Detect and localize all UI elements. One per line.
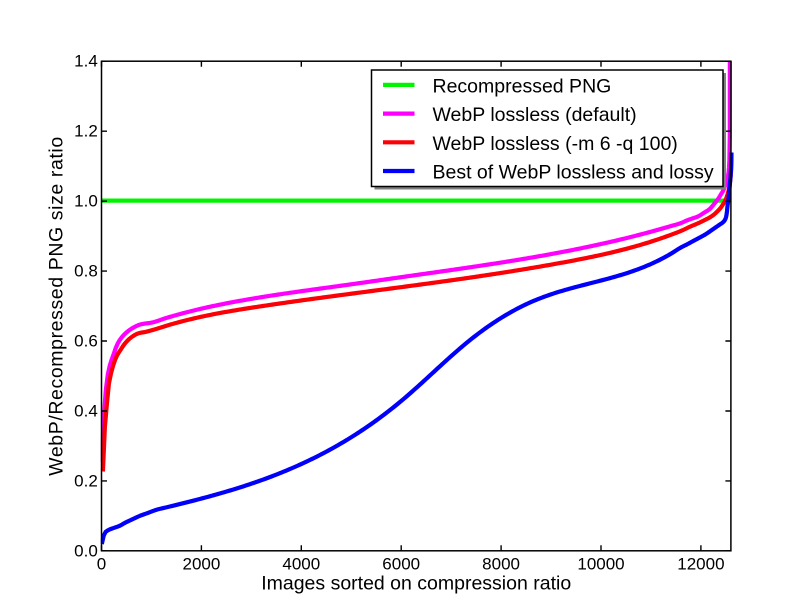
svg-text:4000: 4000	[282, 555, 320, 574]
svg-text:0.4: 0.4	[74, 402, 98, 421]
svg-text:WebP lossless (-m 6 -q 100): WebP lossless (-m 6 -q 100)	[433, 133, 678, 155]
svg-text:0.6: 0.6	[74, 332, 98, 351]
svg-text:2000: 2000	[182, 555, 220, 574]
svg-text:10000: 10000	[577, 555, 624, 574]
svg-text:0.0: 0.0	[74, 541, 98, 560]
svg-text:0.8: 0.8	[74, 262, 98, 281]
svg-text:12000: 12000	[677, 555, 724, 574]
svg-text:1.0: 1.0	[74, 192, 98, 211]
svg-text:Best of WebP lossless and loss: Best of WebP lossless and lossy	[433, 162, 714, 184]
svg-text:Recompressed PNG: Recompressed PNG	[433, 75, 612, 97]
svg-text:0.2: 0.2	[74, 471, 98, 490]
svg-text:WebP/Recompressed PNG size rat: WebP/Recompressed PNG size ratio	[46, 136, 68, 476]
svg-text:Images sorted on compression r: Images sorted on compression ratio	[261, 573, 571, 595]
svg-text:1.2: 1.2	[74, 122, 98, 141]
svg-text:WebP lossless (default): WebP lossless (default)	[433, 104, 637, 126]
svg-text:1.4: 1.4	[74, 52, 98, 71]
svg-text:6000: 6000	[382, 555, 420, 574]
svg-text:0: 0	[97, 555, 106, 574]
svg-text:8000: 8000	[482, 555, 520, 574]
